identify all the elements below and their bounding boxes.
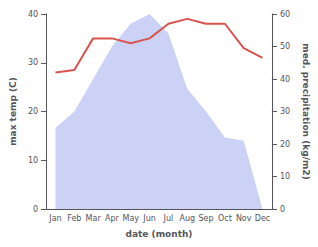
svg-text:0: 0 <box>280 205 285 214</box>
svg-text:10: 10 <box>28 156 38 165</box>
svg-text:Mar: Mar <box>86 214 102 223</box>
svg-text:Jul: Jul <box>163 214 174 223</box>
svg-text:med. precipitation (kg/m2): med. precipitation (kg/m2) <box>301 43 311 179</box>
svg-text:Dec: Dec <box>255 214 270 223</box>
svg-text:50: 50 <box>280 42 290 51</box>
svg-text:40: 40 <box>280 75 290 84</box>
svg-text:Jun: Jun <box>142 214 156 223</box>
svg-text:May: May <box>122 214 139 223</box>
svg-text:30: 30 <box>28 58 38 67</box>
svg-text:20: 20 <box>280 140 290 149</box>
svg-text:Sep: Sep <box>199 214 214 223</box>
svg-text:Apr: Apr <box>105 214 120 223</box>
svg-text:0: 0 <box>33 205 38 214</box>
svg-text:40: 40 <box>28 10 38 19</box>
svg-text:Nov: Nov <box>236 214 252 223</box>
svg-text:30: 30 <box>280 107 290 116</box>
svg-text:20: 20 <box>28 107 38 116</box>
svg-text:Oct: Oct <box>218 214 232 223</box>
svg-text:Aug: Aug <box>179 214 195 223</box>
svg-text:60: 60 <box>280 10 290 19</box>
svg-text:Feb: Feb <box>67 214 81 223</box>
svg-text:max temp (C): max temp (C) <box>8 77 18 146</box>
svg-text:date (month): date (month) <box>126 229 193 239</box>
svg-text:10: 10 <box>280 172 290 181</box>
svg-text:Jan: Jan <box>48 214 61 223</box>
